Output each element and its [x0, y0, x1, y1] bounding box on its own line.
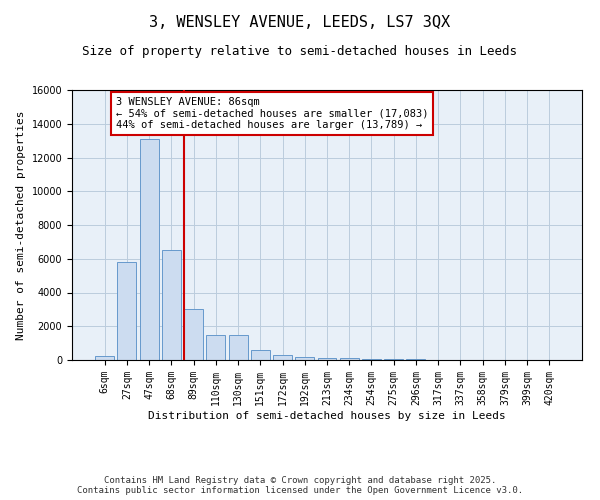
- Bar: [340, 358, 359, 360]
- Bar: [184, 308, 203, 360]
- Bar: [273, 355, 292, 360]
- Bar: [140, 139, 158, 360]
- Text: Contains HM Land Registry data © Crown copyright and database right 2025.
Contai: Contains HM Land Registry data © Crown c…: [77, 476, 523, 495]
- Text: 3 WENSLEY AVENUE: 86sqm
← 54% of semi-detached houses are smaller (17,083)
44% o: 3 WENSLEY AVENUE: 86sqm ← 54% of semi-de…: [116, 97, 428, 130]
- Bar: [95, 356, 114, 360]
- X-axis label: Distribution of semi-detached houses by size in Leeds: Distribution of semi-detached houses by …: [148, 410, 506, 420]
- Y-axis label: Number of semi-detached properties: Number of semi-detached properties: [16, 110, 26, 340]
- Bar: [384, 359, 403, 360]
- Bar: [118, 262, 136, 360]
- Text: 3, WENSLEY AVENUE, LEEDS, LS7 3QX: 3, WENSLEY AVENUE, LEEDS, LS7 3QX: [149, 15, 451, 30]
- Bar: [317, 358, 337, 360]
- Bar: [251, 350, 270, 360]
- Bar: [229, 334, 248, 360]
- Text: Size of property relative to semi-detached houses in Leeds: Size of property relative to semi-detach…: [83, 45, 517, 58]
- Bar: [206, 334, 225, 360]
- Bar: [295, 356, 314, 360]
- Bar: [162, 250, 181, 360]
- Bar: [362, 359, 381, 360]
